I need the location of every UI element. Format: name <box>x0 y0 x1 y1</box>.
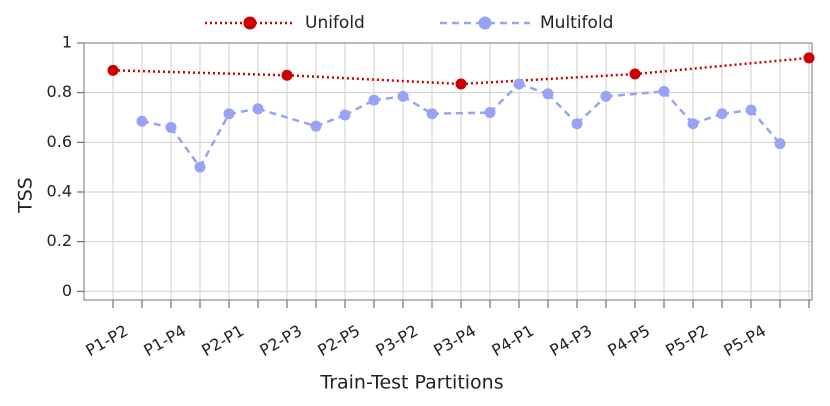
y-tick-label: 0 <box>62 281 72 300</box>
point <box>194 161 206 173</box>
point <box>310 120 322 132</box>
point <box>600 90 612 102</box>
series-line <box>402 95 433 115</box>
point <box>803 52 815 64</box>
point <box>107 64 119 76</box>
point <box>629 68 641 80</box>
legend-marker <box>478 16 492 30</box>
x-tick-label: P2-P5 <box>314 321 363 360</box>
point <box>455 78 467 90</box>
point <box>687 118 699 130</box>
x-tick-label: P1-P2 <box>82 321 131 360</box>
point <box>426 108 438 120</box>
point <box>745 104 757 116</box>
series-line <box>634 56 810 76</box>
series-line <box>198 113 231 168</box>
x-axis-title: Train-Test Partitions <box>319 372 503 394</box>
x-tick-label: P4-P5 <box>604 321 653 360</box>
point <box>571 118 583 130</box>
x-tick-label: P3-P4 <box>430 321 479 360</box>
point <box>658 85 670 97</box>
series-line <box>489 83 520 114</box>
y-tick-label: 1 <box>62 33 72 52</box>
plot-frame <box>83 42 813 301</box>
point <box>542 88 554 100</box>
y-tick-label: 0.8 <box>47 82 72 101</box>
point <box>484 107 496 119</box>
series-line <box>460 72 636 86</box>
series-line <box>576 95 607 125</box>
x-tick-label: P2-P1 <box>198 321 247 360</box>
x-tick-label: P4-P3 <box>546 321 595 360</box>
series-line <box>257 107 317 128</box>
y-tick-label: 0.6 <box>47 132 72 151</box>
series-line <box>547 93 578 125</box>
point <box>165 121 177 133</box>
x-tick-label: P4-P1 <box>488 321 537 360</box>
series-line <box>169 126 202 168</box>
series-line <box>431 111 491 116</box>
point <box>397 90 409 102</box>
x-tick-label: P1-P4 <box>140 321 189 360</box>
series-line <box>750 109 781 145</box>
point <box>513 78 525 90</box>
x-tick-label: P5-P2 <box>662 321 711 360</box>
series-line <box>605 90 665 98</box>
y-axis-title: TSS <box>15 177 37 214</box>
legend-label: Unifold <box>305 13 365 33</box>
point <box>252 103 264 115</box>
series-line <box>286 74 462 86</box>
x-tick-label: P3-P2 <box>372 321 421 360</box>
y-tick-label: 0.4 <box>47 181 72 200</box>
point <box>774 138 786 150</box>
point <box>716 108 728 120</box>
legend-marker <box>243 16 257 30</box>
y-tick-label: 0.2 <box>47 231 72 250</box>
point <box>223 108 235 120</box>
point <box>136 115 148 127</box>
point <box>339 109 351 121</box>
legend-label: Multifold <box>540 13 613 33</box>
x-tick-label: P5-P4 <box>720 321 769 360</box>
series-line <box>112 69 288 77</box>
point <box>368 94 380 106</box>
series-line <box>663 90 694 125</box>
point <box>281 69 293 81</box>
x-tick-label: P2-P3 <box>256 321 305 360</box>
